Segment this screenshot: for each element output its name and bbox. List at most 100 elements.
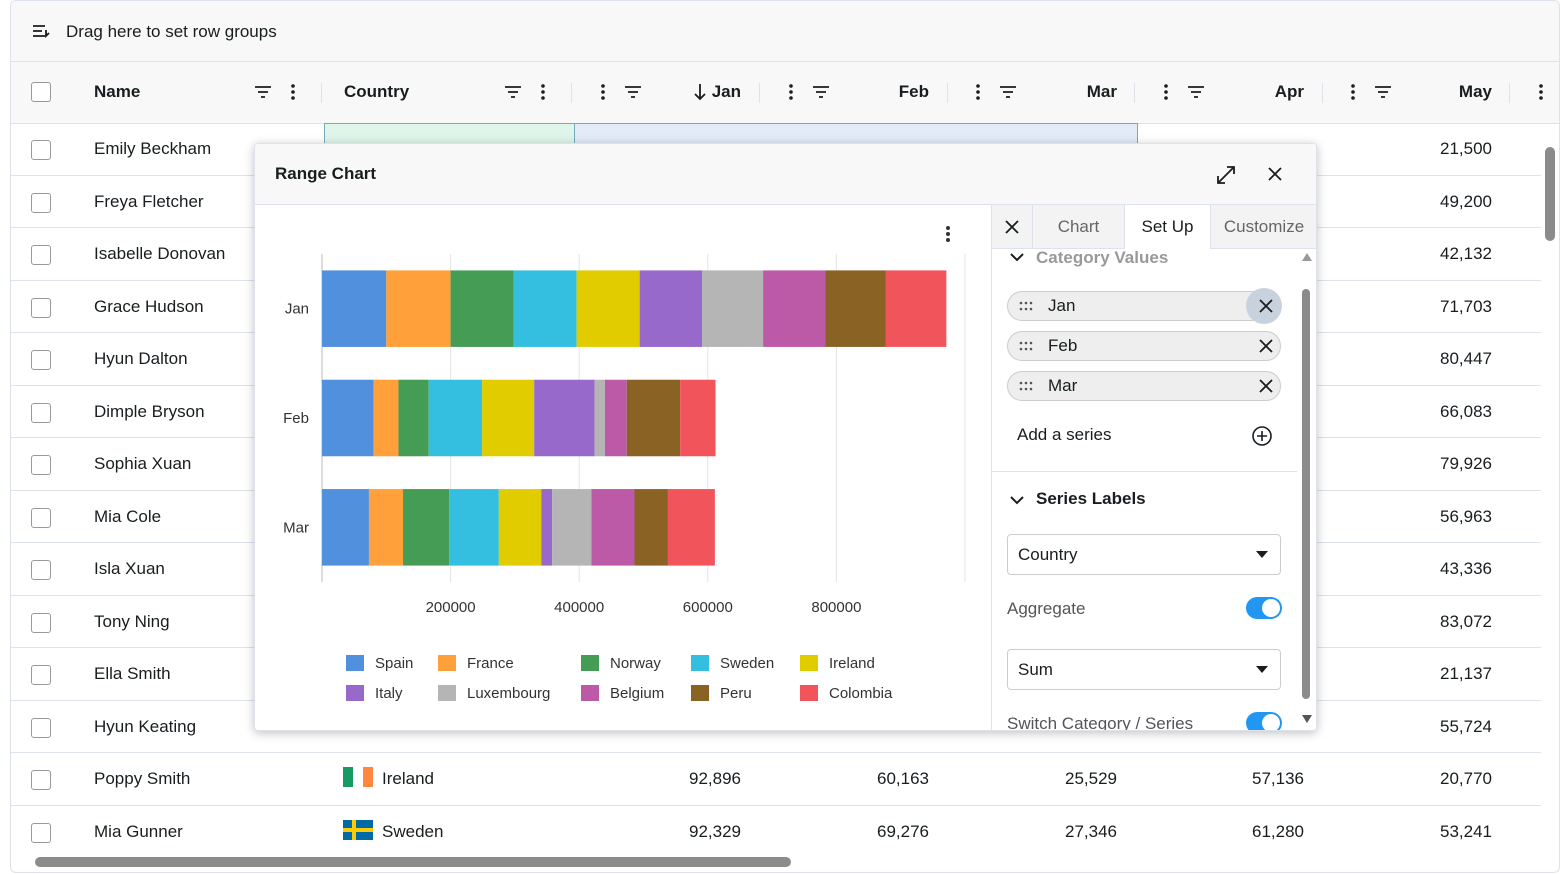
grid-row[interactable]: Poppy Smith Ireland 92,896 60,163 25,529 57,1… — [11, 753, 1541, 806]
bar-segment[interactable] — [322, 270, 387, 347]
drag-handle[interactable] — [1019, 381, 1037, 391]
bar-segment[interactable] — [403, 489, 450, 566]
tab[interactable]: Chart — [1032, 205, 1124, 248]
bar-segment[interactable] — [680, 379, 716, 457]
select[interactable]: Sum — [1007, 649, 1281, 690]
column-menu[interactable] — [283, 82, 303, 102]
bar-segment[interactable] — [386, 270, 451, 347]
checkbox[interactable] — [31, 455, 51, 475]
legend-swatch[interactable] — [691, 685, 709, 701]
legend-label[interactable]: Sweden — [720, 655, 774, 672]
select[interactable]: Country — [1007, 534, 1281, 575]
legend-swatch[interactable] — [691, 655, 709, 671]
bar-segment[interactable] — [541, 489, 553, 566]
column-menu[interactable] — [1343, 82, 1363, 102]
tab[interactable]: Customize — [1210, 205, 1316, 248]
drag-handle[interactable] — [1019, 341, 1037, 351]
legend-swatch[interactable] — [346, 655, 364, 671]
checkbox[interactable] — [31, 297, 51, 318]
section-title[interactable]: Category Values — [1036, 249, 1169, 267]
bar-segment[interactable] — [449, 489, 499, 566]
chip-remove[interactable] — [1259, 339, 1273, 353]
legend-label[interactable]: France — [467, 655, 514, 672]
column-filter[interactable] — [623, 82, 643, 102]
bar-segment[interactable] — [626, 379, 681, 457]
checkbox[interactable] — [31, 507, 51, 528]
legend-label[interactable]: Ireland — [829, 655, 875, 672]
close-button[interactable] — [1266, 165, 1284, 183]
bar-segment[interactable] — [398, 379, 429, 457]
legend-label[interactable]: Spain — [375, 655, 413, 672]
column-filter[interactable] — [1186, 82, 1206, 102]
bar-segment[interactable] — [702, 270, 764, 347]
column-menu[interactable] — [533, 82, 553, 102]
bar-segment[interactable] — [604, 379, 627, 457]
category-chip[interactable]: Mar — [1007, 371, 1281, 401]
toggle[interactable] — [1246, 712, 1282, 730]
grid-row[interactable]: Hyun Keating 55,724 — [11, 701, 1541, 753]
legend-label[interactable]: Peru — [720, 685, 752, 702]
bar-segment[interactable] — [322, 379, 374, 457]
maximize-button[interactable] — [1215, 164, 1237, 186]
panel-close[interactable] — [1004, 219, 1020, 235]
category-chip[interactable]: Feb — [1007, 331, 1281, 361]
column-filter[interactable] — [811, 82, 831, 102]
toggle[interactable] — [1246, 597, 1282, 619]
column-menu[interactable] — [593, 82, 613, 102]
bar-segment[interactable] — [576, 270, 640, 347]
bar-segment[interactable] — [450, 270, 514, 347]
chip-remove[interactable] — [1259, 379, 1273, 393]
bar-segment[interactable] — [825, 270, 886, 347]
checkbox[interactable] — [31, 665, 51, 685]
column-header[interactable]: May — [1458, 82, 1492, 101]
checkbox[interactable] — [31, 612, 51, 633]
bar-segment[interactable] — [513, 270, 577, 347]
legend-label[interactable]: Luxembourg — [467, 685, 550, 702]
legend-label[interactable]: Colombia — [829, 685, 893, 702]
checkbox[interactable] — [31, 560, 51, 580]
bar-segment[interactable] — [639, 270, 703, 347]
checkbox[interactable] — [31, 140, 51, 160]
legend-swatch[interactable] — [581, 655, 599, 671]
column-menu[interactable] — [1156, 82, 1176, 102]
checkbox[interactable] — [31, 402, 51, 423]
grid-row[interactable]: Mia Gunner Sweden 92,329 69,276 27,346 61,280… — [11, 806, 1541, 855]
legend-label[interactable]: Belgium — [610, 685, 664, 702]
add-series[interactable]: Add a series — [1017, 425, 1112, 444]
bar-segment[interactable] — [482, 379, 535, 457]
checkbox[interactable] — [31, 82, 51, 102]
column-header[interactable]: Country — [344, 82, 410, 101]
bar-segment[interactable] — [885, 270, 947, 347]
column-filter[interactable] — [998, 82, 1018, 102]
chevron[interactable] — [1010, 495, 1024, 505]
checkbox[interactable] — [31, 350, 51, 370]
column-menu[interactable] — [968, 82, 988, 102]
column-menu[interactable] — [781, 82, 801, 102]
panel-scrollbar[interactable] — [1300, 249, 1314, 730]
column-filter[interactable] — [253, 82, 273, 102]
checkbox[interactable] — [31, 770, 51, 790]
column-filter[interactable] — [503, 82, 523, 102]
category-chip[interactable]: Jan — [1007, 288, 1282, 324]
column-menu[interactable] — [1531, 82, 1551, 102]
bar-segment[interactable] — [498, 489, 542, 566]
bar-segment[interactable] — [428, 379, 483, 457]
bar-segment[interactable] — [667, 489, 715, 566]
column-header[interactable]: Feb — [898, 82, 929, 101]
legend-swatch[interactable] — [438, 685, 456, 701]
legend-label[interactable]: Italy — [375, 685, 403, 702]
bar-segment[interactable] — [373, 379, 399, 457]
bar-segment[interactable] — [534, 379, 595, 457]
chevron[interactable] — [1010, 252, 1024, 262]
column-header[interactable]: Jan — [711, 82, 741, 101]
chart-menu[interactable] — [946, 226, 950, 242]
column-header[interactable]: Apr — [1274, 82, 1304, 101]
bar-segment[interactable] — [322, 489, 369, 566]
checkbox[interactable] — [31, 822, 51, 843]
column-header[interactable]: Name — [94, 82, 141, 101]
checkbox[interactable] — [31, 717, 51, 738]
legend-swatch[interactable] — [581, 685, 599, 701]
bar-segment[interactable] — [552, 489, 592, 566]
legend-swatch[interactable] — [346, 685, 364, 701]
bar-segment[interactable] — [368, 489, 404, 566]
